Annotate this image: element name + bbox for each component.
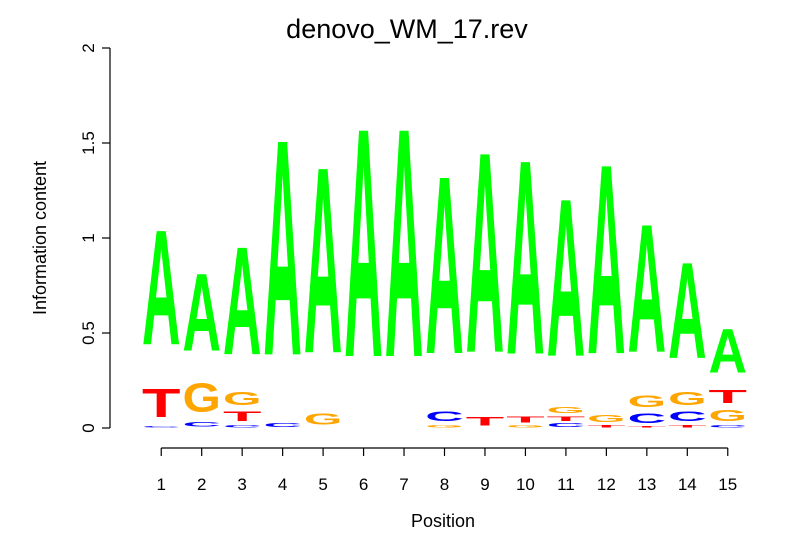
y-tick-label: 0 — [79, 423, 98, 432]
chart-title: denovo_WM_17.rev — [286, 14, 528, 44]
x-tick-label: 8 — [440, 475, 449, 494]
logo-letter-C-pos13: C — [628, 411, 666, 426]
y-tick-label: 0.5 — [79, 321, 98, 345]
logo-letter-T-pos10: T — [506, 415, 544, 425]
logo-letter-A-pos9: A — [466, 92, 504, 413]
logo-letter-A-pos10: A — [506, 103, 544, 413]
logo-letter-G-pos11: G — [547, 405, 585, 415]
logo-letter-T-pos1: T — [142, 381, 180, 426]
logo-letter-C-pos11: C — [547, 422, 585, 428]
y-tick-label: 1 — [79, 233, 98, 242]
logo-letter-C-pos14: C — [668, 409, 706, 424]
logo-letter-A-pos6: A — [344, 60, 382, 426]
y-axis: 0 0.5 1 1.5 2 — [79, 43, 111, 433]
logo-letter-A-pos4: A — [263, 74, 301, 420]
x-axis: 1 2 3 4 5 6 7 8 9 10 11 12 13 14 15 — [156, 447, 737, 494]
y-tick-label: 1.5 — [79, 131, 98, 155]
logo-letter-A-pos11: A — [547, 152, 585, 404]
logo-letter-C-pos4: C — [263, 422, 301, 428]
x-tick-label: 15 — [718, 475, 737, 494]
logo-letter-G-pos13: G — [628, 392, 666, 411]
logo-letter-A-pos8: A — [425, 123, 463, 407]
logo-letter-A-pos12: A — [587, 109, 625, 412]
y-tick-label: 2 — [79, 43, 98, 52]
logo-letter-C-pos15: C — [709, 424, 747, 428]
logo-letter-T-pos12: T — [587, 424, 625, 428]
logo-letter-A-pos13: A — [628, 186, 666, 391]
x-tick-label: 2 — [197, 475, 206, 494]
x-tick-label: 10 — [516, 475, 535, 494]
y-axis-label: Information content — [30, 161, 50, 315]
logo-letter-C-pos3: C — [223, 424, 261, 428]
logo-letter-G-pos15: G — [709, 407, 747, 424]
logo-letter-G-pos14: G — [668, 388, 706, 409]
logo-letter-G-pos2: G — [182, 375, 220, 421]
logo-letter-A-pos3: A — [223, 215, 261, 387]
logo-letter-G-pos5: G — [304, 411, 342, 428]
x-tick-label: 7 — [399, 475, 408, 494]
logo-letter-A-pos7: A — [385, 60, 423, 426]
logo-letter-A-pos5: A — [304, 111, 342, 409]
x-tick-label: 1 — [156, 475, 165, 494]
logo-letter-C-pos1: C — [142, 426, 180, 428]
logo-letter-G-pos10: G — [506, 424, 544, 428]
x-axis-label: Position — [411, 511, 475, 531]
x-tick-label: 5 — [318, 475, 327, 494]
logo-letter-A-pos14: A — [668, 235, 706, 388]
logo-letter-T-pos11: T — [547, 415, 585, 423]
logo-letter-T-pos15: T — [709, 386, 747, 407]
x-tick-label: 13 — [637, 475, 656, 494]
logo-letter-G-pos3: G — [223, 388, 261, 409]
logo-letter-G-pos12: G — [587, 413, 625, 424]
logo-letter-A-pos1: A — [142, 195, 180, 379]
logo-letter-T-pos9: T — [466, 415, 505, 428]
logo-letter-C-pos8: C — [425, 409, 463, 424]
logo-letter-C-pos2: C — [182, 421, 220, 429]
logo-letter-G-pos8: G — [425, 424, 463, 428]
x-tick-label: 3 — [237, 475, 246, 494]
logo-letter-A-pos15: A — [709, 316, 747, 386]
logo-letter-T-pos3: T — [223, 409, 262, 424]
x-tick-label: 12 — [597, 475, 616, 494]
x-tick-label: 9 — [480, 475, 489, 494]
x-tick-label: 14 — [678, 475, 697, 494]
x-tick-label: 11 — [557, 475, 575, 494]
logo-letter-T-pos13: T — [628, 426, 666, 428]
x-tick-label: 6 — [359, 475, 368, 494]
x-tick-label: 4 — [278, 475, 287, 494]
logo-letter-T-pos14: T — [668, 424, 706, 428]
logo-letter-A-pos2: A — [182, 252, 220, 374]
